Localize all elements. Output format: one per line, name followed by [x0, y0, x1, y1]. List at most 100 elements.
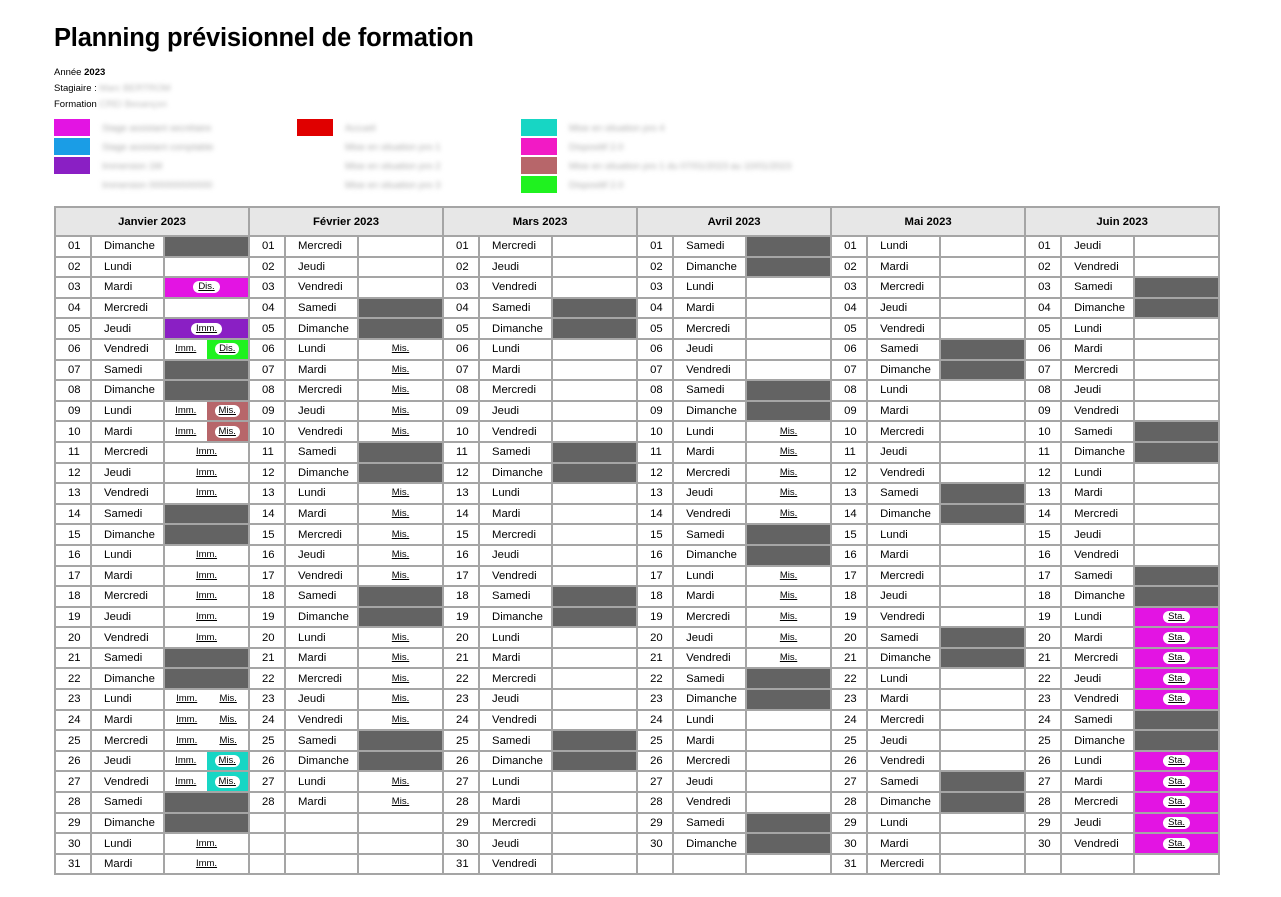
activity-cell[interactable]: Imm. Mis. — [163, 399, 250, 423]
activity-cell[interactable] — [939, 235, 1027, 258]
activity-cell[interactable] — [745, 708, 833, 732]
activity-cell[interactable] — [939, 420, 1027, 443]
activity-cell[interactable] — [939, 832, 1027, 855]
activity-cell[interactable]: Mis. — [745, 502, 833, 526]
activity-cell[interactable]: Sta. — [1133, 770, 1221, 794]
activity-cell[interactable]: Imm. — [163, 626, 250, 649]
activity-cell[interactable]: Mis. — [745, 605, 833, 629]
activity-cell[interactable] — [551, 235, 639, 258]
activity-cell[interactable] — [163, 296, 250, 320]
activity-cell[interactable] — [356, 255, 445, 279]
activity-cell[interactable]: Sta. — [1133, 688, 1221, 711]
activity-cell[interactable]: Sta. — [1133, 832, 1221, 855]
activity-cell[interactable]: Imm. Mis. — [163, 420, 250, 443]
activity-cell[interactable]: Imm. — [163, 440, 250, 464]
activity-cell[interactable] — [939, 399, 1027, 423]
activity-cell[interactable] — [1133, 379, 1221, 402]
activity-cell[interactable]: Imm. — [163, 852, 250, 876]
activity-cell[interactable] — [1133, 461, 1221, 485]
activity-cell[interactable] — [939, 749, 1027, 773]
activity-cell[interactable] — [745, 791, 833, 814]
activity-cell[interactable] — [939, 688, 1027, 711]
activity-cell[interactable] — [551, 337, 639, 361]
activity-cell[interactable] — [939, 317, 1027, 340]
activity-cell[interactable]: Sta. — [1133, 749, 1221, 773]
activity-cell[interactable] — [551, 358, 639, 382]
activity-cell[interactable] — [551, 255, 639, 279]
activity-cell[interactable] — [939, 708, 1027, 732]
activity-cell[interactable]: Imm. — [163, 461, 250, 485]
activity-cell[interactable] — [551, 523, 639, 546]
activity-cell[interactable]: Mis. — [356, 420, 445, 443]
activity-cell[interactable] — [745, 770, 833, 794]
activity-cell[interactable]: Sta. — [1133, 605, 1221, 629]
activity-cell[interactable] — [939, 276, 1027, 299]
activity-cell[interactable]: Mis. — [745, 482, 833, 505]
activity-cell[interactable]: Mis. — [356, 791, 445, 814]
activity-cell[interactable] — [745, 317, 833, 340]
activity-cell[interactable]: Mis. — [745, 585, 833, 608]
activity-cell[interactable]: Mis. — [745, 420, 833, 443]
activity-cell[interactable] — [551, 564, 639, 588]
activity-cell[interactable] — [551, 811, 639, 835]
activity-cell[interactable]: Imm. Mis. — [163, 770, 250, 794]
activity-cell[interactable]: Sta. — [1133, 667, 1221, 691]
activity-cell[interactable]: Imm. Mis. — [163, 749, 250, 773]
activity-cell[interactable] — [939, 729, 1027, 752]
activity-cell[interactable]: Mis. — [356, 667, 445, 691]
activity-cell[interactable] — [1133, 399, 1221, 423]
activity-cell[interactable]: Mis. — [356, 399, 445, 423]
activity-cell[interactable]: Mis. — [356, 358, 445, 382]
activity-cell[interactable] — [551, 646, 639, 670]
activity-cell[interactable]: Mis. — [356, 646, 445, 670]
activity-cell[interactable]: Dis. — [163, 276, 250, 299]
activity-cell[interactable] — [551, 688, 639, 711]
activity-cell[interactable]: Mis. — [745, 646, 833, 670]
activity-cell[interactable] — [1133, 482, 1221, 505]
activity-cell[interactable] — [356, 276, 445, 299]
activity-cell[interactable] — [939, 667, 1027, 691]
activity-cell[interactable]: Imm. — [163, 317, 250, 340]
activity-cell[interactable] — [551, 276, 639, 299]
activity-cell[interactable]: Sta. — [1133, 646, 1221, 670]
activity-cell[interactable]: Mis. — [356, 482, 445, 505]
activity-cell[interactable] — [551, 770, 639, 794]
activity-cell[interactable]: Imm. Dis. — [163, 337, 250, 361]
activity-cell[interactable] — [939, 523, 1027, 546]
activity-cell[interactable]: Mis. — [745, 626, 833, 649]
activity-cell[interactable] — [939, 564, 1027, 588]
activity-cell[interactable] — [745, 729, 833, 752]
activity-cell[interactable] — [939, 461, 1027, 485]
activity-cell[interactable]: Mis. — [356, 337, 445, 361]
activity-cell[interactable]: Imm. Mis. — [163, 729, 250, 752]
activity-cell[interactable] — [1133, 543, 1221, 567]
activity-cell[interactable]: Mis. — [356, 502, 445, 526]
activity-cell[interactable] — [745, 749, 833, 773]
activity-cell[interactable] — [551, 708, 639, 732]
activity-cell[interactable]: Imm. — [163, 482, 250, 505]
activity-cell[interactable] — [939, 255, 1027, 279]
activity-cell[interactable]: Sta. — [1133, 626, 1221, 649]
activity-cell[interactable]: Mis. — [356, 543, 445, 567]
activity-cell[interactable] — [745, 296, 833, 320]
activity-cell[interactable] — [551, 379, 639, 402]
activity-cell[interactable] — [1133, 502, 1221, 526]
activity-cell[interactable] — [1133, 337, 1221, 361]
activity-cell[interactable] — [939, 543, 1027, 567]
activity-cell[interactable] — [356, 235, 445, 258]
activity-cell[interactable] — [1133, 317, 1221, 340]
activity-cell[interactable] — [1133, 358, 1221, 382]
activity-cell[interactable] — [551, 502, 639, 526]
activity-cell[interactable] — [939, 440, 1027, 464]
activity-cell[interactable]: Mis. — [356, 708, 445, 732]
activity-cell[interactable]: Imm. Mis. — [163, 708, 250, 732]
activity-cell[interactable] — [551, 420, 639, 443]
activity-cell[interactable] — [551, 832, 639, 855]
activity-cell[interactable] — [745, 276, 833, 299]
activity-cell[interactable]: Mis. — [356, 379, 445, 402]
activity-cell[interactable]: Imm. Mis. — [163, 688, 250, 711]
activity-cell[interactable]: Imm. — [163, 832, 250, 855]
activity-cell[interactable]: Mis. — [356, 626, 445, 649]
activity-cell[interactable] — [551, 482, 639, 505]
activity-cell[interactable] — [939, 585, 1027, 608]
